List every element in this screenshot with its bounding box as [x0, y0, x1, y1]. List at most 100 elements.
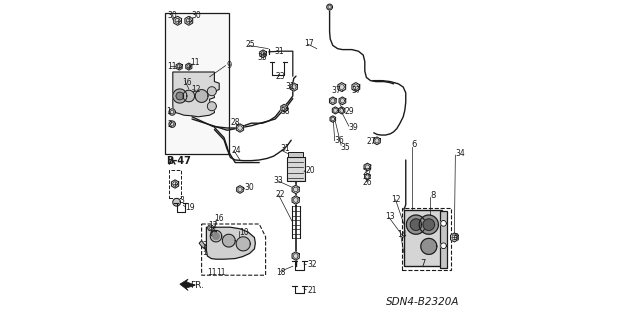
- Text: 19: 19: [185, 203, 195, 212]
- Polygon shape: [292, 185, 300, 194]
- Text: 22: 22: [275, 190, 285, 199]
- Text: 10: 10: [239, 228, 249, 237]
- Text: B-47: B-47: [166, 156, 191, 166]
- Polygon shape: [173, 198, 180, 206]
- Bar: [404, 210, 442, 266]
- Text: 35: 35: [340, 143, 350, 152]
- Text: 14: 14: [397, 230, 406, 239]
- Text: 31: 31: [285, 82, 295, 91]
- Text: 33: 33: [274, 176, 284, 185]
- Text: 24: 24: [231, 146, 241, 155]
- Polygon shape: [327, 4, 333, 10]
- Polygon shape: [208, 225, 214, 231]
- Text: 33: 33: [257, 53, 268, 62]
- Polygon shape: [441, 243, 447, 249]
- Polygon shape: [206, 227, 255, 259]
- Text: 21: 21: [307, 286, 317, 295]
- Text: 11: 11: [216, 268, 225, 277]
- Text: 12: 12: [209, 221, 218, 230]
- Text: 20: 20: [306, 166, 316, 175]
- Polygon shape: [339, 107, 345, 114]
- Polygon shape: [223, 234, 236, 247]
- Polygon shape: [260, 50, 266, 58]
- Text: 32: 32: [307, 260, 317, 269]
- Text: 29: 29: [345, 108, 355, 116]
- Polygon shape: [292, 252, 300, 260]
- Text: 16: 16: [182, 78, 192, 87]
- Text: 37: 37: [331, 86, 341, 95]
- Text: 36: 36: [334, 136, 344, 145]
- Text: SDN4-B2320A: SDN4-B2320A: [386, 297, 459, 308]
- Polygon shape: [364, 163, 371, 171]
- Text: 18: 18: [276, 268, 285, 277]
- Text: 30: 30: [191, 12, 201, 20]
- Text: FR.: FR.: [191, 281, 204, 290]
- Bar: [288, 152, 303, 157]
- Polygon shape: [176, 92, 184, 100]
- Text: 13: 13: [385, 212, 395, 221]
- Polygon shape: [441, 220, 447, 226]
- Polygon shape: [180, 279, 195, 291]
- Polygon shape: [195, 90, 208, 102]
- Polygon shape: [352, 83, 360, 92]
- Polygon shape: [173, 72, 219, 117]
- Polygon shape: [338, 83, 346, 92]
- Polygon shape: [419, 215, 438, 234]
- Polygon shape: [176, 63, 182, 70]
- Polygon shape: [423, 219, 435, 230]
- Text: 5: 5: [454, 233, 458, 242]
- Text: 3: 3: [179, 196, 184, 205]
- Polygon shape: [169, 109, 175, 115]
- Polygon shape: [199, 241, 206, 250]
- Polygon shape: [410, 219, 422, 230]
- Text: 7: 7: [420, 260, 426, 268]
- Text: 38: 38: [280, 108, 290, 116]
- Text: 1: 1: [166, 107, 171, 116]
- Text: 39: 39: [349, 124, 358, 132]
- Text: 27: 27: [363, 168, 372, 177]
- Text: 25: 25: [246, 40, 255, 49]
- Polygon shape: [183, 90, 195, 102]
- Polygon shape: [186, 63, 192, 70]
- Text: 12: 12: [392, 195, 401, 204]
- Polygon shape: [236, 124, 244, 132]
- Polygon shape: [172, 180, 179, 188]
- Text: 26: 26: [363, 178, 372, 187]
- Text: 2: 2: [167, 120, 172, 129]
- Polygon shape: [374, 137, 380, 145]
- Polygon shape: [281, 104, 287, 112]
- Text: 27: 27: [367, 137, 376, 146]
- Bar: [169, 170, 181, 198]
- Text: 2: 2: [202, 241, 207, 250]
- Polygon shape: [406, 215, 426, 234]
- Polygon shape: [339, 97, 346, 105]
- Polygon shape: [365, 173, 370, 180]
- Text: 37: 37: [351, 86, 361, 95]
- Text: 8: 8: [430, 191, 435, 200]
- Text: 30: 30: [167, 12, 177, 20]
- Polygon shape: [173, 89, 187, 103]
- Polygon shape: [451, 233, 458, 242]
- Polygon shape: [237, 186, 243, 193]
- Bar: [165, 13, 229, 154]
- Text: 17: 17: [305, 39, 314, 48]
- Bar: [440, 211, 447, 268]
- Polygon shape: [332, 107, 339, 114]
- Text: 11: 11: [191, 58, 200, 67]
- Polygon shape: [173, 16, 182, 25]
- Polygon shape: [236, 237, 250, 251]
- Text: 31: 31: [280, 144, 290, 153]
- Text: 11: 11: [167, 62, 177, 71]
- Text: 31: 31: [275, 47, 284, 56]
- Text: 23: 23: [276, 72, 285, 81]
- Text: 28: 28: [230, 118, 240, 127]
- Text: 12: 12: [191, 85, 200, 94]
- Text: 6: 6: [412, 140, 417, 149]
- Bar: [402, 208, 451, 270]
- Text: 9: 9: [227, 61, 232, 70]
- Polygon shape: [292, 196, 300, 204]
- Polygon shape: [169, 121, 175, 127]
- Polygon shape: [213, 233, 219, 239]
- Polygon shape: [290, 83, 298, 91]
- Text: 16: 16: [214, 214, 224, 223]
